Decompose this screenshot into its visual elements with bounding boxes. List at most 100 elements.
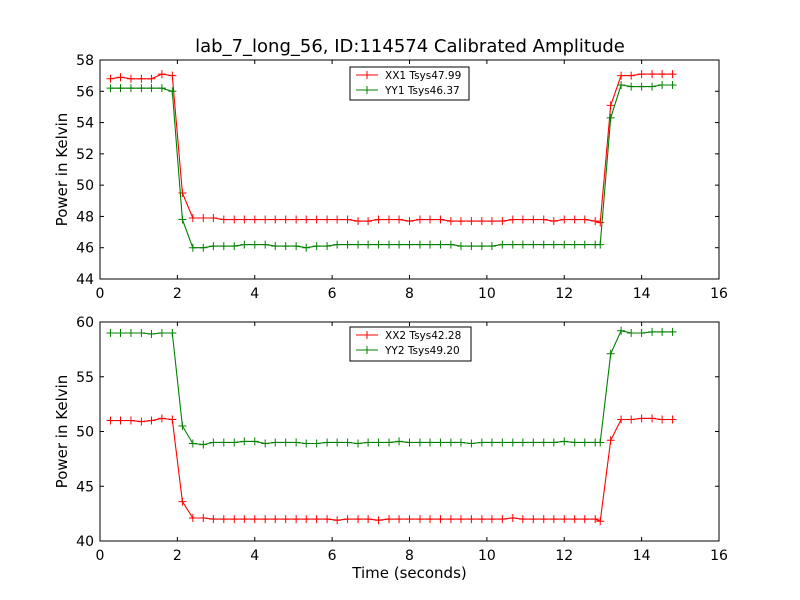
data-point [106,74,115,83]
data-point [116,416,125,425]
data-point [230,242,239,251]
data-point [333,215,342,224]
data-point [364,438,373,447]
data-point [219,242,228,251]
data-point [147,330,156,339]
data-point [219,438,228,447]
data-point [637,328,646,337]
data-point [188,213,197,222]
data-point [549,515,558,524]
data-point [487,217,496,226]
data-point [323,242,332,251]
data-point [199,243,208,252]
data-point [364,240,373,249]
data-point [157,414,166,423]
y-tick-label: 45 [76,479,94,495]
data-point [617,326,626,335]
data-point [560,215,569,224]
data-point [364,217,373,226]
data-point [354,240,363,249]
data-point [168,328,177,337]
x-tick-label: 4 [250,548,259,564]
data-point [343,215,352,224]
data-point [302,515,311,524]
data-point [606,101,615,110]
data-point [405,217,414,226]
data-point [570,215,579,224]
data-point [426,515,435,524]
data-point [467,515,476,524]
data-point [549,438,558,447]
data-point [354,217,363,226]
data-point [570,438,579,447]
data-point [168,87,177,96]
data-point [487,438,496,447]
data-point [302,215,311,224]
y-tick-label: 44 [76,272,94,288]
data-point [627,82,636,91]
x-tick-label: 8 [405,548,414,564]
data-point [668,70,677,79]
data-point [364,515,373,524]
data-point [106,416,115,425]
data-point [606,349,615,358]
data-point [456,438,465,447]
data-point [467,242,476,251]
data-point [627,415,636,424]
data-point [312,515,321,524]
data-point [178,497,187,506]
data-point [658,70,667,79]
legend: XX2 Tsys42.28 YY2 Tsys49.20 [349,326,472,362]
data-point [384,215,393,224]
data-point [529,215,538,224]
data-point [188,439,197,448]
y-tick-label: 50 [76,178,94,194]
data-point [570,515,579,524]
legend-label: YY2 Tsys49.20 [384,345,460,357]
data-point [323,438,332,447]
data-point [436,215,445,224]
data-point [384,240,393,249]
data-point [668,81,677,90]
y-tick-label: 50 [76,425,94,441]
data-point [648,70,657,79]
data-point [209,242,218,251]
data-point [302,439,311,448]
x-tick-label: 14 [633,286,651,302]
data-point [250,515,259,524]
x-tick-label: 10 [478,286,496,302]
data-point [333,516,342,525]
data-point [415,515,424,524]
data-point [415,215,424,224]
data-point [426,215,435,224]
data-point [157,84,166,93]
y-tick-label: 58 [76,53,94,69]
data-point [508,240,517,249]
data-point [126,416,135,425]
data-point [116,84,125,93]
data-point [508,514,517,523]
data-point [606,113,615,122]
data-point [209,213,218,222]
data-point [518,515,527,524]
data-point [596,240,605,249]
y-tick-label: 54 [76,116,94,132]
x-tick-label: 16 [710,286,728,302]
data-point [261,439,270,448]
y-tick-label: 48 [76,209,94,225]
data-point [560,515,569,524]
legend-label: YY1 Tsys46.37 [384,85,460,97]
data-point [637,82,646,91]
data-point [436,515,445,524]
data-point [292,215,301,224]
data-point [508,215,517,224]
data-point [209,515,218,524]
data-point [560,240,569,249]
data-point [271,515,280,524]
data-point [240,215,249,224]
x-tick-label: 2 [173,548,182,564]
data-point [126,328,135,337]
data-point [147,74,156,83]
data-point [147,84,156,93]
